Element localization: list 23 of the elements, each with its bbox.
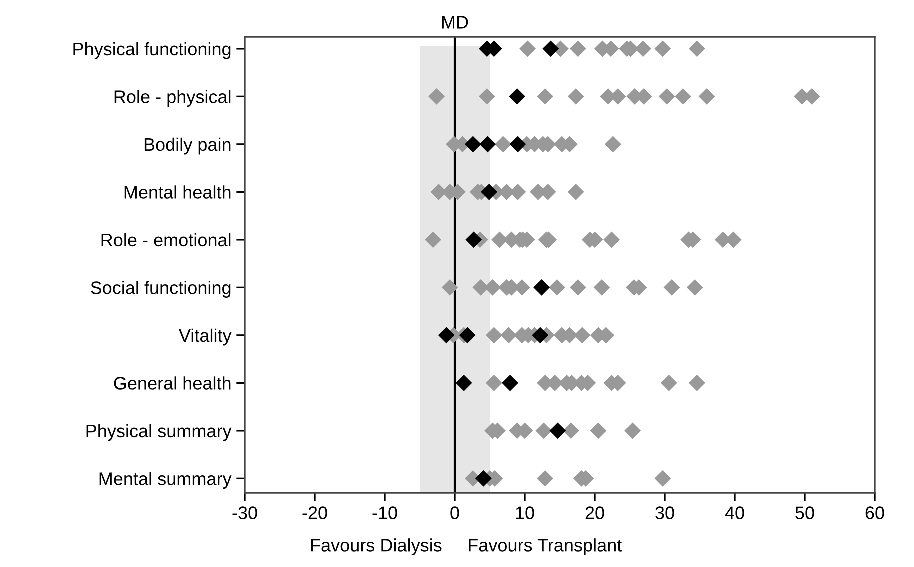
x-tick-label: 20 bbox=[586, 506, 604, 520]
y-tick-label: Role - physical bbox=[114, 90, 231, 107]
x-tick-label: -30 bbox=[232, 506, 258, 520]
text: Favours Dialysis bbox=[311, 538, 442, 556]
y-tick-label: Vitality bbox=[179, 328, 232, 346]
y-tick-label: Mental health bbox=[124, 186, 231, 199]
x-tick-label: 10 bbox=[516, 506, 534, 520]
text: Favours Transplant bbox=[469, 538, 622, 556]
x-tick-label: -20 bbox=[302, 506, 328, 520]
x-tick-label: 0 bbox=[450, 506, 460, 520]
x-tick-label: 50 bbox=[796, 506, 814, 520]
x-tick-label: 60 bbox=[866, 506, 884, 520]
y-tick-label: Social functioning bbox=[91, 281, 231, 298]
ref-line-label: MD bbox=[442, 16, 468, 29]
y-tick-label: Mental summary bbox=[100, 472, 232, 489]
x-tick-label: 40 bbox=[725, 506, 744, 520]
y-tick-label: Bodily pain bbox=[144, 138, 231, 155]
y-tick-label: Physical summary bbox=[86, 424, 232, 442]
y-tick-label: Physical functioning bbox=[74, 42, 231, 60]
y-tick-label: General health bbox=[114, 376, 231, 390]
x-tick-label: -10 bbox=[372, 506, 398, 520]
x-tick-label: 30 bbox=[656, 506, 674, 520]
y-tick-label: Role - emotional bbox=[102, 233, 231, 247]
